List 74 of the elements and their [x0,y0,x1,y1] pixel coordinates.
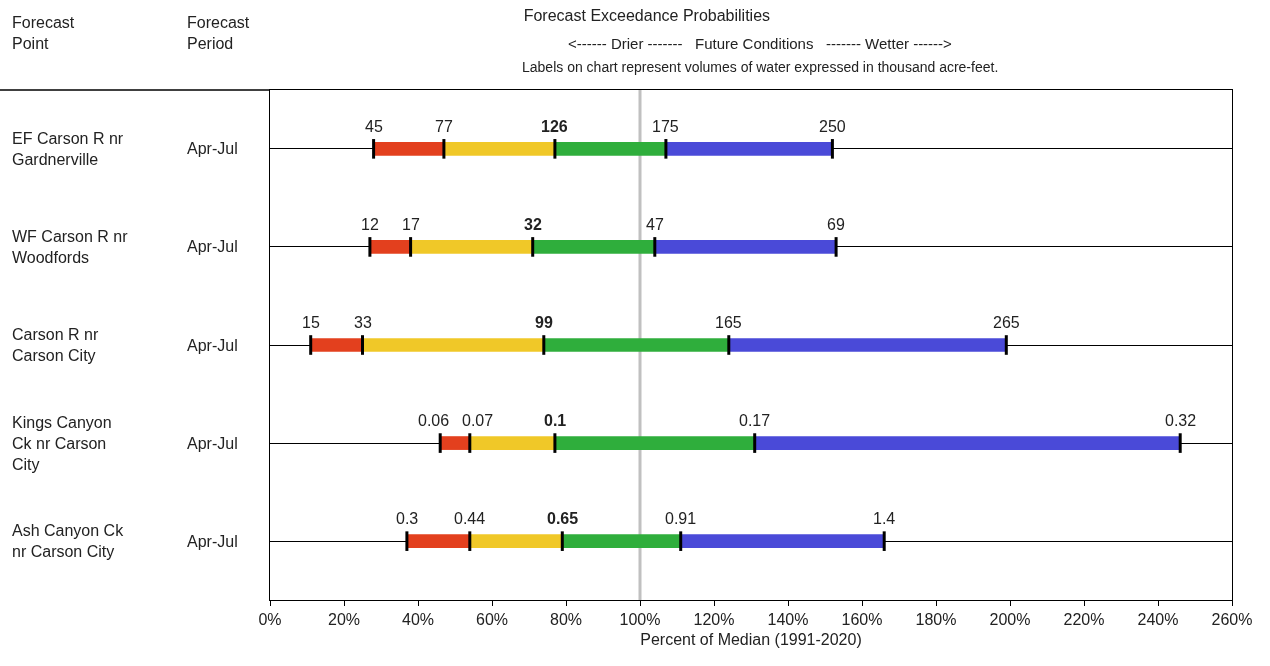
bar [410,240,533,254]
x-tick-label: 160% [841,611,883,629]
x-tick-label: 40% [401,611,435,629]
annotation: 99 [535,314,553,331]
annotation: 45 [365,118,383,135]
bar [369,240,411,254]
annotation: 77 [435,118,453,135]
bar [728,338,1007,352]
bar [543,338,729,352]
annotation: 0.91 [665,510,697,527]
annotation: 0.44 [454,510,486,527]
text: Forecast Point [12,14,75,52]
y2-tick-label: Apr-Jul [187,238,238,255]
y2-tick-label: Apr-Jul [187,533,238,550]
text: Forecast Period [187,14,250,52]
x-tick-label: 20% [327,611,361,629]
bar [406,534,470,549]
bar [554,141,666,156]
text: <------ Drier ------- Future Conditions ------- Wetter ------> [568,35,953,52]
annotation: 175 [652,118,679,135]
annotation: 33 [354,314,372,331]
x-tick-label: 220% [1063,611,1105,629]
annotation: 0.07 [462,412,494,429]
chart-title: Forecast Exceedance Probabilities [523,7,771,25]
bar [310,338,363,352]
x-tick-label: 120% [693,611,735,629]
annotation: 165 [715,314,742,331]
annotation: 0.32 [1165,412,1197,429]
annotation: 32 [524,216,542,233]
bar [680,534,885,549]
annotation: 0.1 [544,412,567,429]
annotation: 12 [361,216,379,233]
x-tick-label: 140% [767,611,809,629]
x-tick-label: 180% [915,611,957,629]
x-tick-label: 200% [989,611,1031,629]
x-tick-label: 0% [258,611,282,629]
y2-tick-label: Apr-Jul [187,337,238,354]
y-tick-label: Ash Canyon Ck nr Carson City [12,522,125,560]
y-tick-label: EF Carson R nr Gardnerville [12,130,124,168]
y2-tick-label: Apr-Jul [187,140,238,157]
annotation: 0.17 [739,412,771,429]
annotation: 15 [302,314,320,331]
bar [469,534,563,549]
annotation: 0.65 [547,510,579,527]
x-axis-title: Percent of Median (1991-2020) [640,630,862,648]
annotation: 250 [819,118,846,135]
x-tick-label: 80% [549,611,583,629]
y-tick-label: Carson R nr Carson City [12,326,99,364]
y2-tick-label: Apr-Jul [187,435,238,452]
x-tick-label: 260% [1211,611,1253,629]
bar [443,141,555,156]
annotation: 69 [827,216,845,233]
bar [665,141,833,156]
bar [373,141,444,156]
bar [554,436,755,450]
x-tick-label: 100% [619,611,661,629]
y-tick-label: Kings Canyon Ck nr Carson City [12,414,112,473]
bar [754,436,1181,450]
y-tick-label: WF Carson R nr Woodfords [12,228,129,266]
annotation: 0.3 [396,510,419,527]
annotation: 47 [646,216,664,233]
x-tick-label: 60% [475,611,509,629]
annotation: 1.4 [873,510,896,527]
bar [654,240,837,254]
bar [469,436,555,450]
bar [562,534,681,549]
annotation: 265 [993,314,1020,331]
x-tick-label: 240% [1137,611,1179,629]
annotation: 126 [541,118,568,135]
annotation: 0.06 [418,412,450,429]
annotation: 17 [402,216,420,233]
bar [362,338,544,352]
bar [532,240,655,254]
text: Labels on chart represent volumes of water expressed in thousand acre-feet. [522,59,999,75]
